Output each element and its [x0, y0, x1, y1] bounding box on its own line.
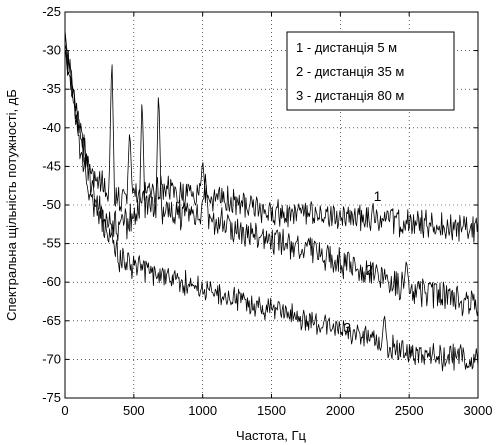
curve-label-3: 3 — [343, 319, 351, 335]
ticks: 0 500 1000 1500 2000 2500 3000 -25 -30 -35 -40 -45 -… — [42, 4, 492, 418]
legend-entry-2: 2 - дистанція 35 м — [296, 64, 404, 79]
series-line-2 — [64, 49, 479, 317]
x-tick-label: 1000 — [188, 403, 217, 418]
y-tick-label: -55 — [42, 236, 61, 251]
x-axis-label: Частота, Гц — [236, 428, 306, 443]
series-line-1 — [64, 43, 479, 243]
y-tick-label: -25 — [42, 4, 61, 19]
legend: 1 - дистанція 5 м 2 - дистанція 35 м 3 -… — [286, 31, 455, 111]
y-tick-label: -45 — [42, 158, 61, 173]
series-group: 1 2 3 — [64, 29, 479, 372]
y-tick-label: -75 — [42, 390, 61, 405]
x-tick-label: 1500 — [257, 403, 286, 418]
legend-entry-3: 3 - дистанція 80 м — [296, 88, 404, 103]
y-tick-label: -70 — [42, 351, 61, 366]
x-tick-label: 2000 — [326, 403, 355, 418]
y-tick-label: -60 — [42, 274, 61, 289]
series-line-3 — [64, 29, 479, 372]
x-tick-label: 500 — [123, 403, 145, 418]
y-tick-label: -65 — [42, 313, 61, 328]
x-tick-label: 2500 — [395, 403, 424, 418]
y-tick-label: -40 — [42, 120, 61, 135]
y-tick-label: -30 — [42, 43, 61, 58]
x-tick-label: 3000 — [464, 403, 493, 418]
x-tick-label: 0 — [61, 403, 68, 418]
legend-box — [286, 31, 455, 111]
curve-label-1: 1 — [374, 188, 382, 204]
y-axis-label: Спектральна щільність потужності, дБ — [4, 89, 19, 321]
legend-entry-1: 1 - дистанція 5 м — [296, 40, 397, 55]
curve-label-2: 2 — [365, 261, 373, 277]
y-tick-label: -35 — [42, 81, 61, 96]
y-tick-label: -50 — [42, 197, 61, 212]
